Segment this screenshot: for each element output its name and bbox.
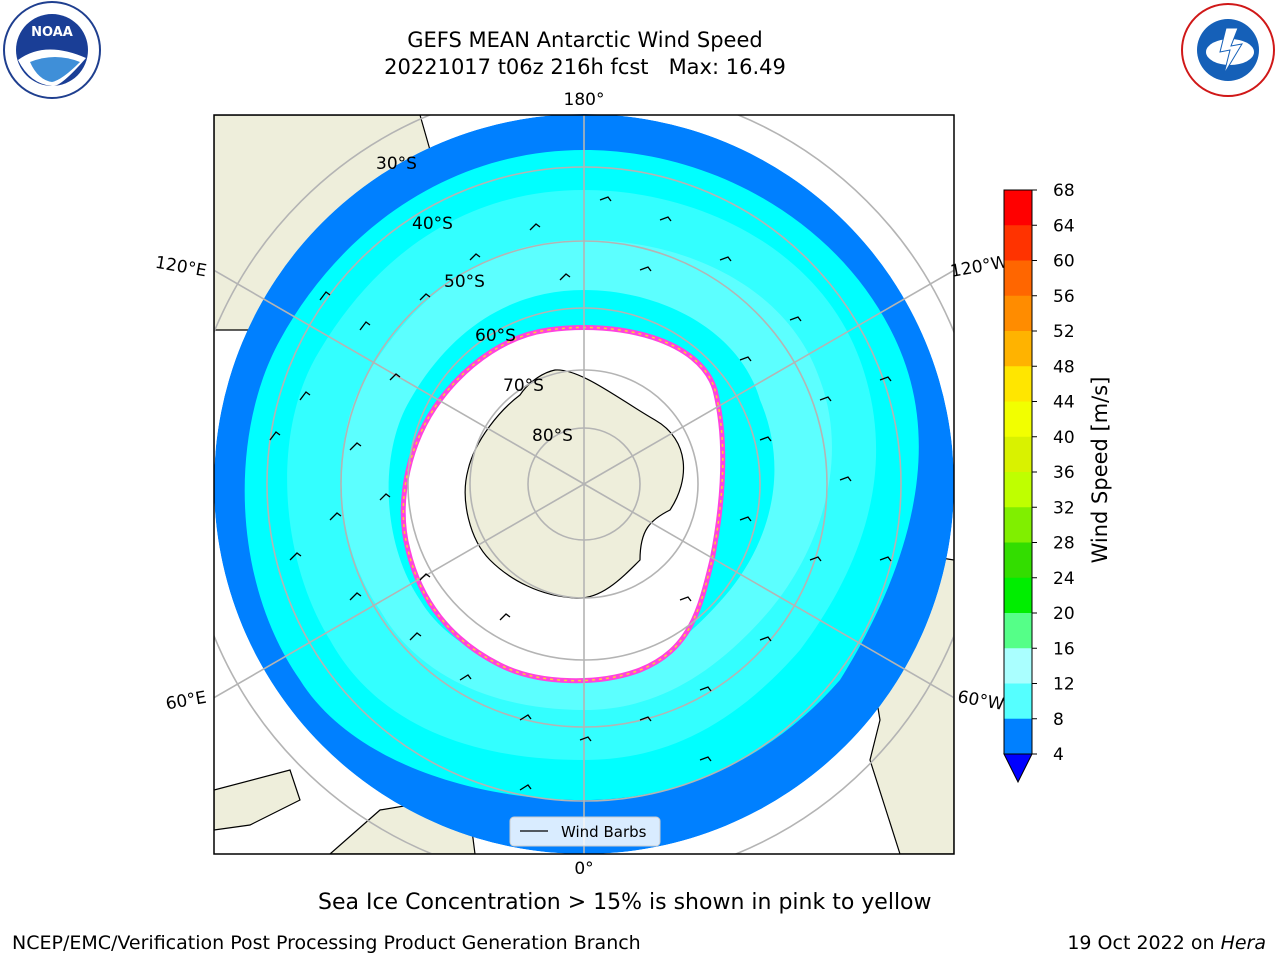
nws-logo — [1181, 3, 1275, 97]
colorbar-label: Wind Speed [m/s] — [1088, 377, 1112, 564]
meridian-label-120w: 120°W — [949, 252, 1010, 282]
map-frame — [213, 114, 955, 855]
colorbar-swatch — [1004, 295, 1032, 332]
colorbar-tick-label: 60 — [1053, 252, 1075, 272]
svg-text:Wind Barbs: Wind Barbs — [561, 823, 647, 841]
meridian-label-180: 180° — [564, 90, 605, 110]
parallel-label-60s: 60°S — [475, 326, 516, 346]
colorbar-tick-label: 40 — [1053, 428, 1075, 448]
colorbar-tick-label: 12 — [1053, 675, 1075, 695]
footer-date: 19 Oct 2022 on Hera — [1067, 932, 1266, 954]
colorbar-swatch — [1004, 260, 1032, 297]
colorbar-swatch — [1004, 577, 1032, 614]
colorbar-tick-label: 64 — [1053, 216, 1075, 236]
colorbar-tick-label: 20 — [1053, 604, 1075, 624]
colorbar-tick-label: 24 — [1053, 569, 1075, 589]
colorbar-tick-label: 16 — [1053, 639, 1075, 659]
meridian-label-60e: 60°E — [164, 688, 208, 715]
colorbar: 68 64 60 56 52 48 44 40 36 32 28 24 20 16 12 8 4 — [1003, 181, 1075, 784]
map-subtitle: 20221017 t06z 216h fcst Max: 16.49 — [384, 55, 786, 79]
colorbar-tick-label: 52 — [1053, 322, 1075, 342]
colorbar-swatch — [1004, 331, 1032, 367]
map-title: GEFS MEAN Antarctic Wind Speed — [407, 28, 763, 52]
colorbar-tick-label: 36 — [1053, 463, 1075, 483]
colorbar-swatch — [1004, 366, 1032, 402]
madagascar-landmass — [214, 769, 301, 831]
colorbar-swatch — [1004, 225, 1032, 261]
colorbar-swatch — [1004, 436, 1032, 473]
colorbar-tick-label: 48 — [1053, 357, 1075, 377]
colorbar-swatch — [1004, 472, 1032, 508]
colorbar-tick-label: 4 — [1053, 745, 1064, 765]
sea-ice-caption: Sea Ice Concentration > 15% is shown in … — [318, 890, 932, 915]
colorbar-tick-label: 28 — [1053, 534, 1075, 554]
colorbar-tick-label: 68 — [1053, 181, 1075, 201]
colorbar-swatch — [1004, 718, 1032, 754]
colorbar-swatch — [1004, 683, 1032, 720]
parallel-label-30s: 30°S — [376, 154, 417, 174]
parallel-label-50s: 50°S — [444, 272, 485, 292]
colorbar-tick-label: 44 — [1053, 393, 1075, 413]
footer-branch: NCEP/EMC/Verification Post Processing Pr… — [12, 932, 641, 954]
colorbar-swatch — [1004, 648, 1032, 684]
parallel-label-80s: 80°S — [532, 426, 573, 446]
wind-barbs — [269, 196, 892, 791]
graticule — [214, 115, 954, 854]
parallel-label-70s: 70°S — [503, 376, 544, 396]
colorbar-tick-label: 32 — [1053, 498, 1075, 518]
colorbar-tick-label: 8 — [1053, 710, 1064, 730]
parallel-label-40s: 40°S — [412, 214, 453, 234]
svg-text:NOAA: NOAA — [31, 25, 73, 40]
colorbar-swatch — [1004, 542, 1032, 579]
colorbar-extend — [1003, 753, 1033, 784]
meridian-label-0: 0° — [574, 859, 593, 879]
colorbar-swatch — [1004, 190, 1032, 226]
colorbar-swatch — [1004, 613, 1032, 649]
meridian-label-120e: 120°E — [154, 253, 208, 282]
colorbar-swatch — [1004, 507, 1032, 543]
wind-barbs-legend: Wind Barbs — [509, 816, 661, 847]
colorbar-tick-label: 56 — [1053, 287, 1075, 307]
meridian-label-60w: 60°W — [956, 687, 1006, 715]
noaa-logo: NOAA — [3, 1, 101, 99]
colorbar-swatch — [1004, 401, 1032, 438]
